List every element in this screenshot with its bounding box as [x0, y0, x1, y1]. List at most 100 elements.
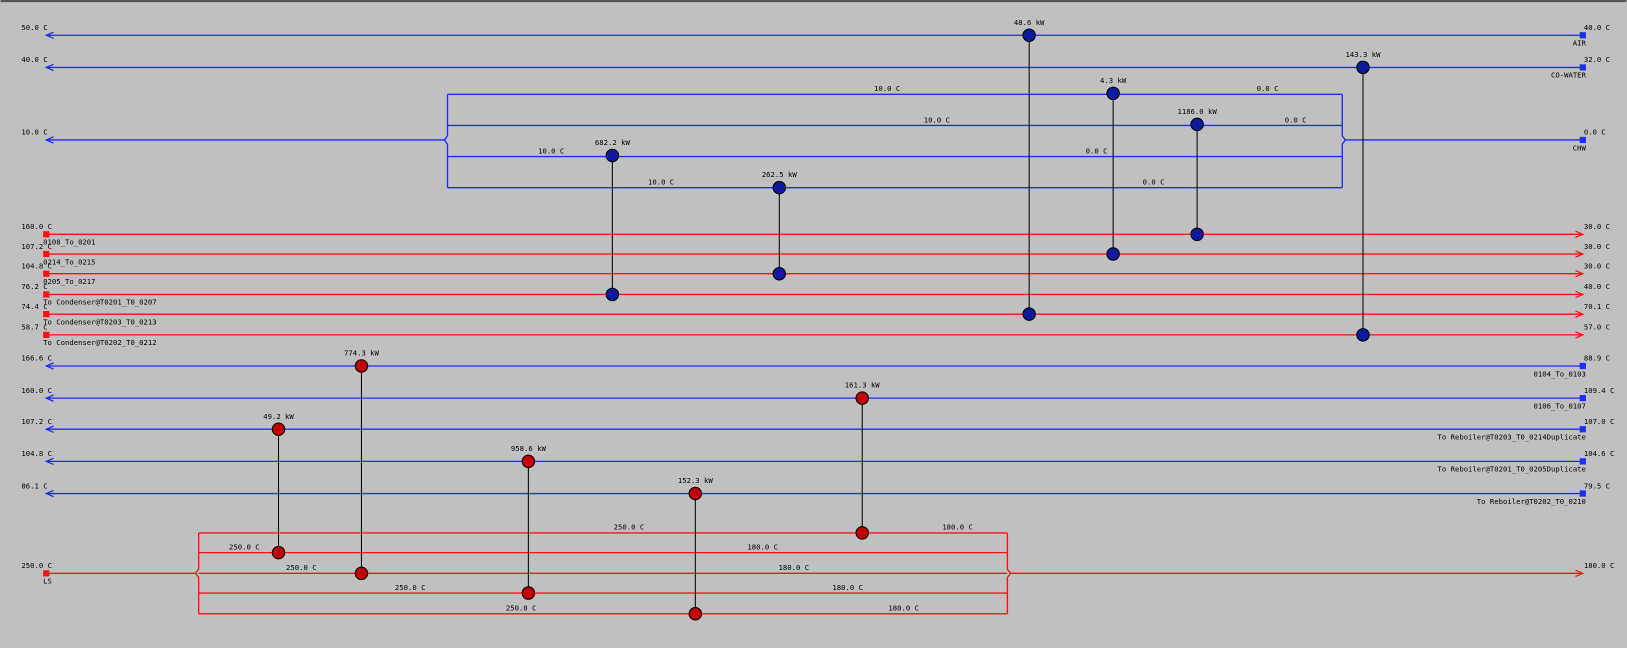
exchanger-node [521, 454, 536, 469]
exchanger-duty: 4.3 kW [1100, 76, 1127, 85]
exchanger-duty: 49.2 kW [263, 412, 294, 421]
target-temp: 32.0 C [1584, 55, 1610, 64]
exchanger-node [1106, 86, 1120, 101]
arrow-head [44, 63, 54, 72]
stream-name: 0108_To_0201 [43, 238, 95, 247]
target-temp: 40.0 C [1584, 282, 1610, 291]
branch-temp: 0.0 C [1143, 177, 1165, 186]
arrow-head [1575, 290, 1585, 299]
exchanger-duty: 774.3 kW [344, 349, 380, 358]
supply-temp: 58.7 C [21, 323, 47, 332]
exchanger-node [1190, 117, 1204, 132]
exchanger-duty: 958.6 kW [511, 444, 547, 453]
stream-name: To Condenser@T0201_T0_0207 [43, 298, 156, 307]
stream-name: 0214_To_0215 [43, 257, 95, 266]
branch-bracket [443, 94, 449, 188]
arrow-head [44, 489, 54, 498]
supply-temp: 76.2 C [21, 282, 47, 291]
branch-temp: 180.0 C [747, 542, 778, 551]
exchanger-node [605, 148, 620, 163]
exchanger-node [688, 486, 703, 501]
stream-end [1579, 426, 1586, 433]
target-temp: 70.1 C [1584, 302, 1610, 311]
exchanger-node [1022, 28, 1036, 42]
stream-end [1579, 458, 1586, 465]
exchanger-node [354, 359, 369, 373]
branch-temp: 250.0 C [395, 583, 426, 592]
stream-name: 0205_To_0217 [43, 277, 95, 286]
exchanger-node [354, 566, 369, 581]
branch-temp: 10.0 C [874, 84, 900, 93]
supply-temp: 50.0 C [21, 23, 47, 32]
branch-temp: 250.0 C [506, 604, 537, 613]
supply-temp: 107.2 C [21, 417, 52, 426]
target-temp: 107.0 C [1584, 417, 1615, 426]
branch-temp: 180.0 C [832, 583, 863, 592]
stream-end [43, 250, 50, 258]
exchanger-node [772, 180, 787, 195]
stream-end [43, 331, 50, 338]
branch-bracket [1341, 94, 1347, 188]
stream-end [1579, 395, 1586, 402]
stream-end [1579, 64, 1586, 71]
target-temp: 40.0 C [1584, 23, 1610, 32]
exchanger-node [688, 607, 703, 621]
target-temp: 88.9 C [1584, 354, 1610, 363]
target-temp: 57.0 C [1584, 323, 1610, 332]
exchanger-node [772, 266, 787, 281]
stream-name: AIR [1573, 39, 1587, 48]
exchanger-duty: 143.3 kW [1346, 50, 1382, 59]
stream-end [1579, 490, 1586, 497]
arrow-head [44, 457, 54, 466]
arrow-head [44, 362, 54, 370]
target-temp: 30.0 C [1584, 261, 1610, 270]
branch-temp: 250.0 C [229, 542, 260, 551]
target-temp: 30.0 C [1584, 222, 1610, 231]
branch-bracket [194, 532, 200, 614]
branch-temp: 10.0 C [538, 146, 564, 155]
arrow-head [1575, 250, 1585, 258]
exchanger-node [271, 422, 286, 436]
branch-temp: 250.0 C [614, 523, 645, 532]
exchanger-node [521, 586, 536, 600]
branch-temp: 0.0 C [1257, 84, 1279, 93]
exchanger-duty: 152.3 kW [678, 476, 714, 485]
exchanger-duty: 1186.0 kW [1177, 107, 1217, 116]
exchanger-node [855, 391, 869, 405]
stream-name: CHW [1573, 143, 1587, 152]
stream-name: To Reboiler@T0201_T0_0205Duplicate [1438, 465, 1586, 474]
arrow-head [1575, 310, 1585, 318]
arrow-head [44, 31, 54, 39]
exchanger-node [1022, 307, 1036, 321]
exchanger-node [855, 526, 869, 540]
exchanger-duty: 682.2 kW [595, 138, 631, 147]
stream-name: 0104_To_0103 [1534, 369, 1586, 378]
arrow-head [1575, 230, 1585, 238]
exchanger-node [1356, 60, 1370, 75]
exchanger-node [605, 287, 620, 302]
stream-end [1579, 362, 1586, 370]
exchanger-node [1106, 247, 1120, 261]
exchanger-duty: 48.6 kW [1014, 18, 1045, 27]
stream-name: To Condenser@T0202_T0_0212 [43, 338, 156, 347]
stream-end [1579, 32, 1586, 39]
stream-end [1579, 136, 1586, 144]
stream-name: CO-WATER [1551, 71, 1587, 80]
arrow-head [44, 136, 54, 144]
stream-end [43, 311, 50, 318]
supply-temp: 166.6 C [21, 354, 52, 363]
exchanger-node [271, 545, 286, 560]
supply-temp: 10.0 C [21, 128, 47, 137]
branch-temp: 180.0 C [888, 604, 919, 613]
branch-temp: 250.0 C [286, 563, 317, 572]
exchanger-node [1190, 227, 1204, 242]
stream-name: 0106_To_0107 [1534, 401, 1586, 410]
stream-end [43, 231, 50, 238]
supply-temp: 104.8 C [21, 261, 52, 270]
stream-end [43, 291, 50, 298]
branch-temp: 180.0 C [779, 563, 810, 572]
arrow-head [1575, 569, 1585, 578]
arrow-head [1575, 331, 1585, 339]
